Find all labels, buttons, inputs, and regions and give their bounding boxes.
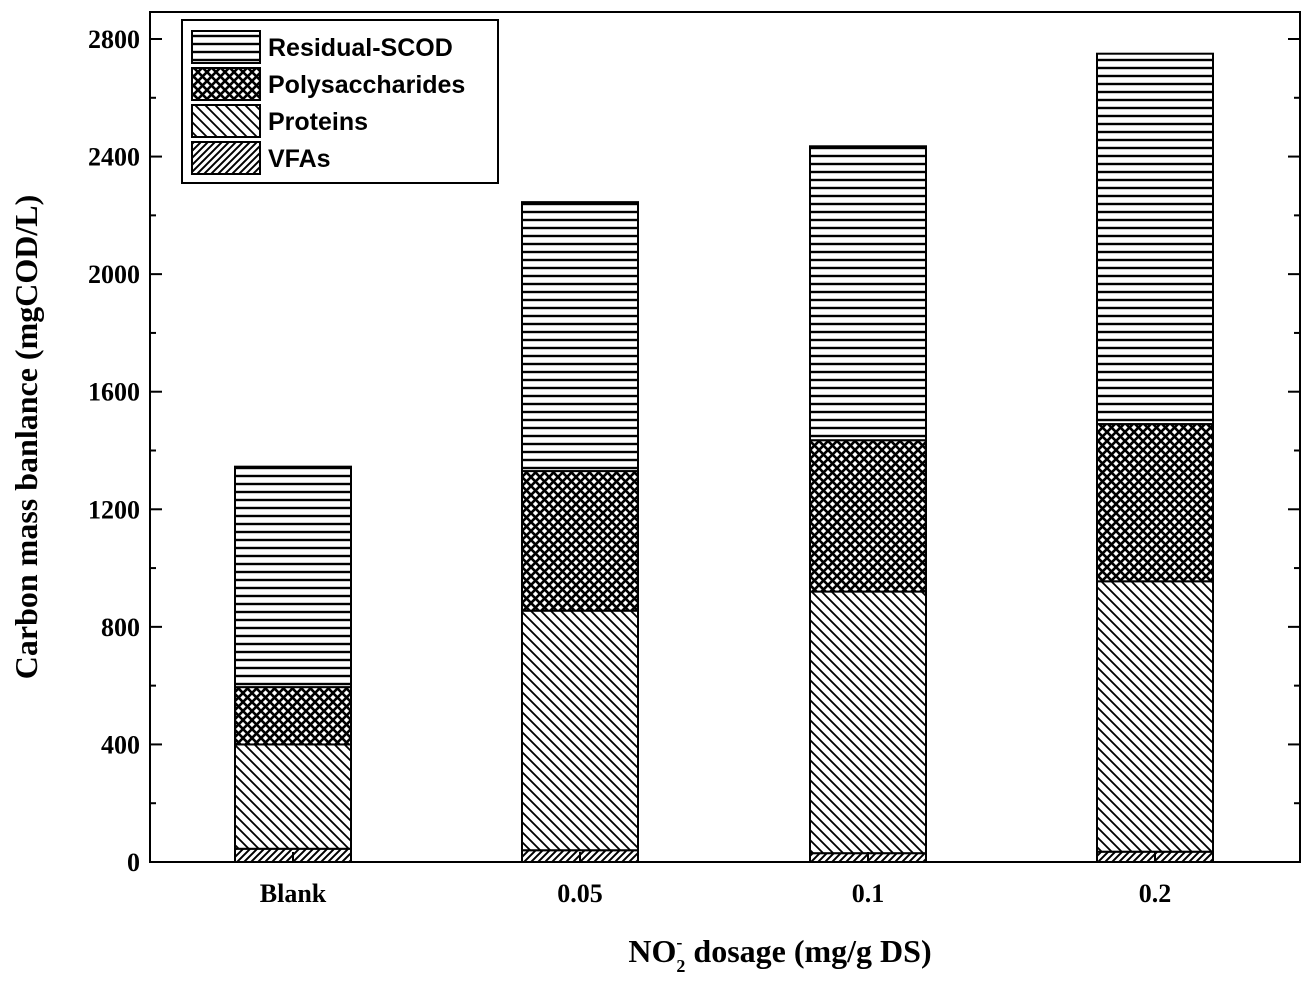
y-tick-label: 800 bbox=[101, 613, 140, 642]
bar-proteins-2 bbox=[809, 590, 927, 855]
y-tick-label: 0 bbox=[127, 848, 140, 877]
x-axis: Blank 0.05 0.1 0.2 bbox=[260, 852, 1172, 908]
bar-residual-scod-1 bbox=[521, 201, 639, 473]
x-tick-label: 0.05 bbox=[557, 879, 603, 908]
x-tick-label: 0.2 bbox=[1139, 879, 1172, 908]
legend: Residual-SCOD Polysaccharides Proteins VFAs bbox=[181, 19, 499, 184]
bar-proteins-3 bbox=[1096, 580, 1214, 853]
y-tick-label: 1200 bbox=[88, 495, 140, 524]
legend-label: Residual-SCOD bbox=[268, 34, 453, 62]
bars-group bbox=[234, 52, 1214, 864]
y-tick-label: 2000 bbox=[88, 260, 140, 289]
bar-polysaccharides-2 bbox=[809, 439, 927, 593]
bar-polysaccharides-0 bbox=[234, 686, 352, 746]
bar-polysaccharides-3 bbox=[1096, 423, 1214, 583]
x-axis-title: NO-2 dosage (mg/g DS) bbox=[628, 932, 931, 976]
legend-label: Polysaccharides bbox=[268, 71, 465, 99]
plot-frame bbox=[149, 11, 1301, 863]
y-axis: 0 400 800 1200 1600 2000 2400 2800 bbox=[88, 25, 1300, 877]
bar-residual-scod-2 bbox=[809, 145, 927, 442]
bar-proteins-1 bbox=[521, 609, 639, 852]
bar-polysaccharides-1 bbox=[521, 470, 639, 612]
legend-swatch bbox=[191, 30, 261, 64]
x-tick-label: 0.1 bbox=[852, 879, 885, 908]
legend-label: Proteins bbox=[268, 108, 368, 136]
x-tick-label: Blank bbox=[260, 879, 327, 908]
y-tick-label: 1600 bbox=[88, 378, 140, 407]
y-tick-label: 400 bbox=[101, 730, 140, 759]
bar-proteins-0 bbox=[234, 743, 352, 850]
legend-swatch bbox=[191, 67, 261, 101]
legend-swatch bbox=[191, 141, 261, 175]
legend-swatch bbox=[191, 104, 261, 138]
y-tick-label: 2400 bbox=[88, 143, 140, 172]
y-axis-title: Carbon mass banlance (mgCOD/L) bbox=[8, 195, 44, 679]
y-tick-label: 2800 bbox=[88, 25, 140, 54]
legend-label: VFAs bbox=[268, 145, 331, 173]
bar-residual-scod-3 bbox=[1096, 52, 1214, 426]
bar-residual-scod-0 bbox=[234, 465, 352, 689]
